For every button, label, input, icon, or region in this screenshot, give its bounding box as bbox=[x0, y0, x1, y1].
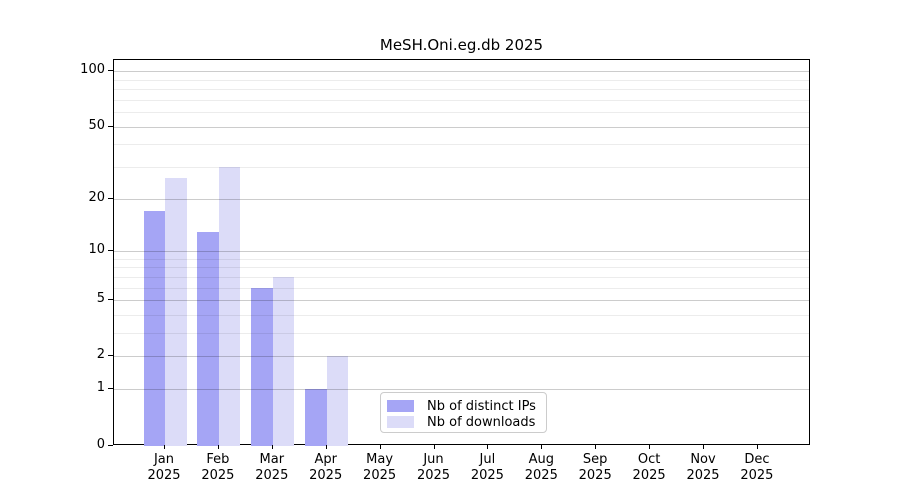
x-tick-mark-dec bbox=[756, 445, 758, 449]
x-tick-label-oct: Oct 2025 bbox=[632, 452, 666, 483]
x-tick-mark-aug bbox=[541, 445, 543, 449]
y-tick-mark-0 bbox=[108, 444, 113, 446]
x-tick-mark-jun bbox=[433, 445, 435, 449]
x-tick-label-jun: Jun 2025 bbox=[416, 452, 451, 483]
gridline-y-3 bbox=[114, 333, 809, 335]
y-tick-label-1: 1 bbox=[96, 380, 105, 396]
x-tick-mark-jan bbox=[164, 445, 165, 449]
gridline-y-40 bbox=[114, 144, 809, 146]
bar-downloads-mar bbox=[272, 276, 295, 446]
x-tick-label-aug: Aug 2025 bbox=[524, 452, 558, 483]
x-tick-mark-mar bbox=[271, 445, 273, 449]
x-tick-label-dec: Dec 2025 bbox=[740, 452, 774, 483]
x-tick-mark-oct bbox=[649, 445, 651, 449]
gridline-y-90 bbox=[114, 79, 809, 81]
bars-layer bbox=[114, 60, 809, 446]
gridline-y-6 bbox=[114, 287, 809, 289]
y-tick-mark-20 bbox=[108, 197, 113, 199]
gridline-y-7 bbox=[114, 276, 809, 278]
legend-item-distinct-ips: Nb of distinct IPs bbox=[387, 398, 540, 414]
gridline-y-100 bbox=[114, 71, 809, 73]
gridline-y-2 bbox=[114, 356, 809, 358]
bar-downloads-feb bbox=[218, 167, 241, 446]
bar-downloads-jan bbox=[165, 178, 187, 446]
legend-swatch-downloads bbox=[387, 416, 414, 428]
x-tick-label-jul: Jul 2025 bbox=[470, 452, 504, 483]
gridline-y-30 bbox=[114, 167, 809, 168]
y-tick-label-5: 5 bbox=[96, 291, 105, 307]
bar-downloads-apr bbox=[326, 356, 349, 446]
x-tick-label-nov: Nov 2025 bbox=[686, 452, 720, 483]
gridline-y-60 bbox=[114, 112, 809, 114]
chart-title: MeSH.Oni.eg.db 2025 bbox=[379, 36, 544, 54]
legend-label-distinct-ips: Nb of distinct IPs bbox=[427, 398, 536, 414]
x-tick-label-jan: Jan 2025 bbox=[147, 452, 181, 483]
y-tick-mark-10 bbox=[108, 250, 113, 251]
x-tick-mark-feb bbox=[217, 445, 219, 449]
x-tick-label-feb: Feb 2025 bbox=[201, 452, 235, 483]
y-tick-mark-50 bbox=[108, 125, 113, 127]
x-tick-label-sep: Sep 2025 bbox=[578, 452, 612, 483]
y-tick-mark-2 bbox=[108, 355, 113, 357]
bar-distinct-ips-feb bbox=[197, 231, 219, 446]
x-tick-mark-jul bbox=[487, 445, 489, 449]
x-tick-mark-apr bbox=[325, 445, 327, 449]
y-tick-label-50: 50 bbox=[88, 117, 105, 133]
x-tick-label-apr: Apr 2025 bbox=[309, 452, 343, 483]
bar-distinct-ips-jan bbox=[143, 211, 165, 446]
bar-distinct-ips-apr bbox=[305, 389, 327, 446]
gridline-y-80 bbox=[114, 89, 809, 91]
gridline-y-8 bbox=[114, 267, 809, 269]
gridline-y-5 bbox=[114, 300, 809, 302]
y-tick-label-0: 0 bbox=[96, 436, 105, 452]
gridline-y-1 bbox=[114, 389, 809, 391]
x-tick-label-may: May 2025 bbox=[363, 452, 397, 483]
gridline-y-9 bbox=[114, 258, 809, 260]
gridline-y-70 bbox=[114, 99, 809, 101]
gridline-y-20 bbox=[114, 198, 809, 200]
gridline-y-50 bbox=[114, 126, 809, 128]
legend-label-downloads: Nb of downloads bbox=[427, 414, 536, 430]
plot-area: Nb of distinct IPs Nb of downloads bbox=[113, 59, 810, 446]
legend-item-downloads: Nb of downloads bbox=[387, 414, 540, 430]
grid-layer bbox=[114, 60, 809, 444]
x-tick-mark-may bbox=[379, 445, 381, 449]
legend-swatch-distinct-ips bbox=[387, 400, 414, 412]
x-tick-mark-sep bbox=[595, 445, 597, 449]
x-tick-label-mar: Mar 2025 bbox=[255, 452, 289, 483]
gridline-y-4 bbox=[114, 315, 809, 316]
chart-legend: Nb of distinct IPs Nb of downloads bbox=[380, 392, 547, 433]
y-tick-mark-5 bbox=[108, 299, 113, 301]
y-tick-mark-1 bbox=[108, 388, 113, 390]
bar-distinct-ips-mar bbox=[251, 287, 273, 446]
y-tick-label-10: 10 bbox=[88, 242, 105, 257]
y-tick-mark-100 bbox=[108, 70, 113, 72]
y-tick-label-100: 100 bbox=[80, 62, 105, 78]
gridline-y-10 bbox=[114, 251, 809, 252]
y-tick-label-20: 20 bbox=[88, 189, 105, 205]
x-tick-mark-nov bbox=[703, 445, 704, 449]
y-tick-label-2: 2 bbox=[96, 347, 105, 363]
